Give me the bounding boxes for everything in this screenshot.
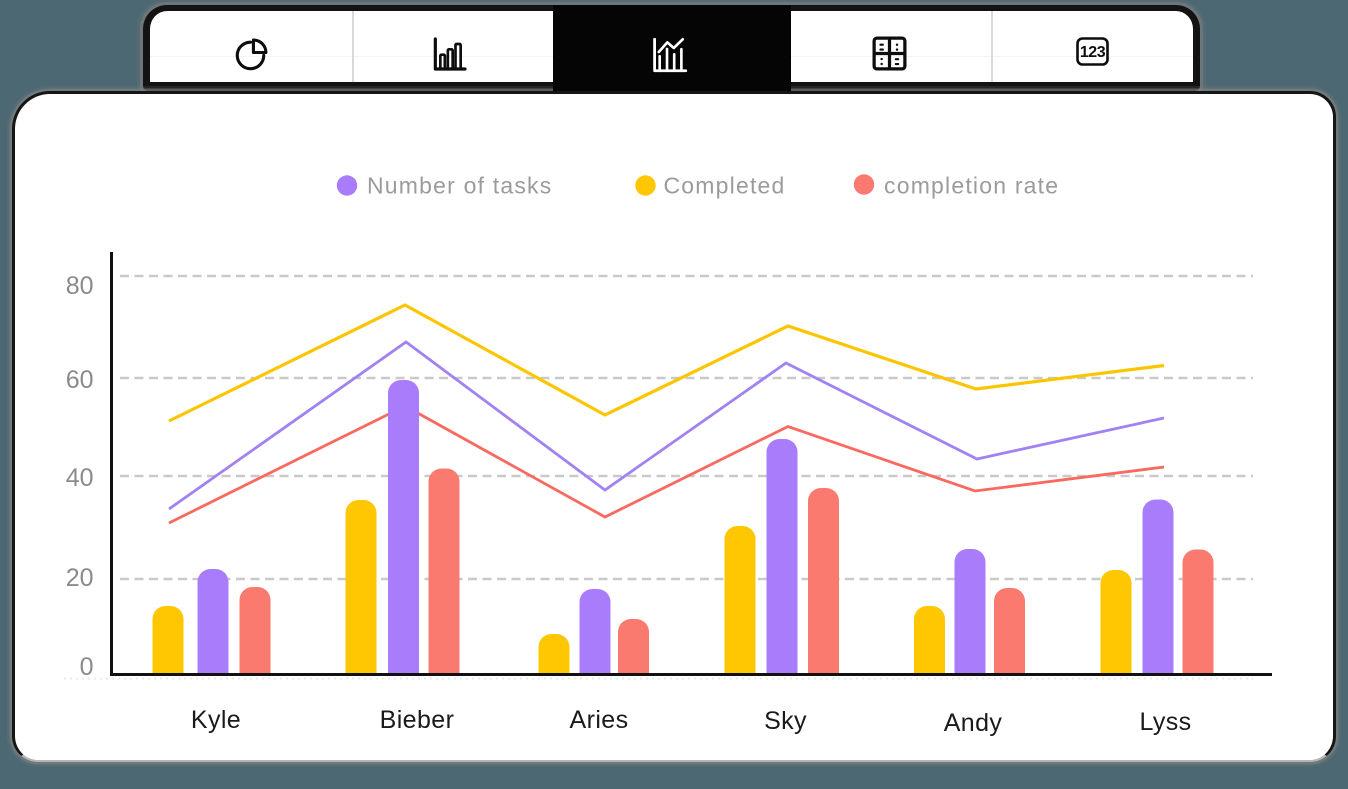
svg-text:Completed: Completed bbox=[664, 173, 786, 199]
svg-text:Andy: Andy bbox=[944, 709, 1003, 737]
svg-text:Sky: Sky bbox=[764, 707, 807, 735]
svg-text:123: 123 bbox=[1080, 44, 1106, 61]
svg-text:Number of tasks: Number of tasks bbox=[367, 173, 552, 199]
svg-text:40: 40 bbox=[66, 464, 94, 492]
svg-text:Lyss: Lyss bbox=[1139, 708, 1191, 736]
svg-text:80: 80 bbox=[66, 272, 94, 300]
svg-text:60: 60 bbox=[66, 366, 94, 394]
svg-text:20: 20 bbox=[66, 564, 94, 592]
svg-text:0: 0 bbox=[80, 653, 94, 681]
svg-text:Kyle: Kyle bbox=[191, 706, 241, 734]
svg-text:Bieber: Bieber bbox=[380, 706, 455, 734]
svg-text:completion rate: completion rate bbox=[884, 173, 1059, 199]
svg-text:Aries: Aries bbox=[570, 706, 629, 734]
